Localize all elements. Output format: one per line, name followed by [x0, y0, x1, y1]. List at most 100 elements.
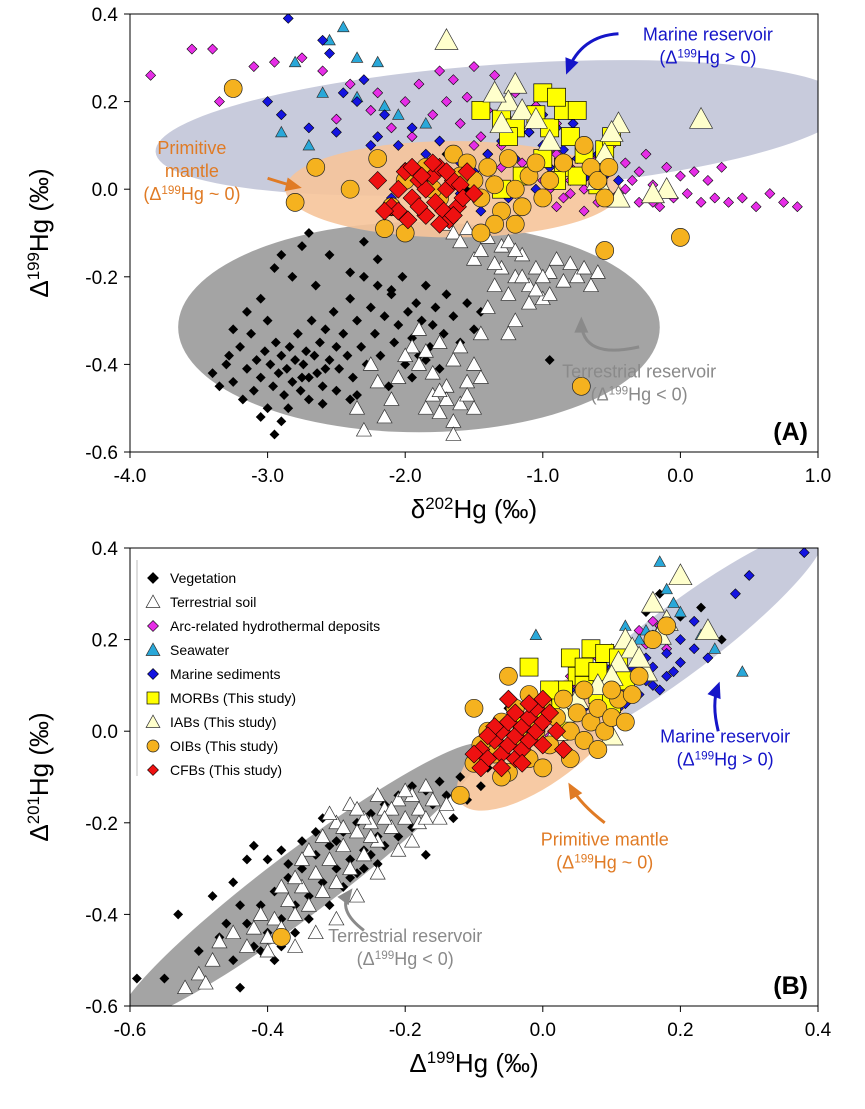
- data-point: [695, 618, 721, 640]
- data-point: [159, 973, 170, 984]
- data-point: [207, 43, 218, 55]
- data-point: [420, 849, 431, 860]
- data-point: [486, 255, 503, 270]
- data-point: [290, 355, 301, 365]
- data-point: [310, 280, 321, 291]
- data-point: [569, 268, 586, 284]
- data-point: [383, 800, 400, 816]
- x-tick-label: 0.0: [667, 466, 693, 487]
- data-point: [242, 918, 252, 929]
- data-point: [512, 753, 532, 773]
- annotation-text-sup: 199: [161, 184, 181, 197]
- data-point: [235, 900, 246, 911]
- data-point: [541, 286, 558, 301]
- data-point: [262, 315, 273, 326]
- data-point: [314, 883, 331, 898]
- data-point: [324, 249, 335, 260]
- data-point: [391, 108, 405, 120]
- data-point: [688, 166, 700, 178]
- data-point: [567, 101, 587, 120]
- data-point: [321, 805, 338, 820]
- data-point: [468, 61, 480, 72]
- data-point: [334, 363, 345, 374]
- data-point: [448, 311, 459, 322]
- data-point: [211, 933, 228, 949]
- data-point: [207, 891, 218, 902]
- panel-label: (B): [773, 972, 808, 1000]
- data-point: [599, 157, 619, 177]
- data-point: [279, 390, 290, 400]
- annotation-arrowhead: [574, 316, 589, 333]
- data-point: [523, 106, 549, 129]
- data-point: [471, 101, 491, 120]
- annotation-text-main: mantle: [165, 161, 219, 181]
- annotation-text-rest: Hg < 0): [628, 385, 688, 405]
- data-point: [431, 382, 448, 398]
- x-tick-label: -4.0: [114, 466, 147, 487]
- data-point: [145, 69, 157, 81]
- data-point: [383, 819, 400, 834]
- data-point: [564, 188, 576, 200]
- data-point: [242, 854, 252, 865]
- data-point: [500, 325, 517, 341]
- legend-marker-vegetation: [147, 572, 159, 584]
- data-point: [365, 302, 376, 313]
- data-point: [242, 363, 252, 374]
- data-point: [328, 874, 345, 889]
- data-point: [576, 259, 593, 275]
- annotation-text-sup: 199: [375, 948, 395, 961]
- data-point: [654, 176, 679, 199]
- data-point: [389, 337, 400, 348]
- data-point: [667, 596, 680, 608]
- data-point: [269, 955, 280, 966]
- data-point: [193, 946, 204, 956]
- data-point: [398, 210, 418, 230]
- series-terrestrial-soil: [176, 777, 455, 995]
- x-tick-label: -0.6: [114, 1020, 147, 1041]
- data-point: [472, 325, 489, 341]
- x-tick-label: -2.0: [389, 466, 422, 487]
- data-point: [393, 831, 404, 842]
- data-point: [654, 201, 666, 213]
- data-point: [297, 863, 307, 874]
- y-tick-label: -0.2: [85, 268, 118, 289]
- data-point: [661, 161, 673, 173]
- data-point: [735, 665, 749, 677]
- data-point: [430, 302, 441, 313]
- data-point: [445, 426, 462, 441]
- data-point: [276, 350, 287, 361]
- data-point: [204, 952, 221, 967]
- chart-panel-b: -0.6 -0.4 -0.2 0.0 0.2 0.4 -0.6 -0.4 -0.2 0.0 0.2 0…: [24, 539, 832, 1078]
- data-point: [431, 810, 448, 825]
- data-point: [303, 394, 314, 405]
- data-point: [409, 197, 429, 217]
- y-tick-label: -0.4: [85, 905, 118, 926]
- data-point: [505, 214, 525, 234]
- annotation-text-rest: Hg > 0): [714, 750, 774, 770]
- data-point: [228, 877, 239, 888]
- data-point: [671, 228, 690, 247]
- data-point: [320, 324, 331, 335]
- data-point: [406, 131, 418, 143]
- data-point: [420, 280, 431, 291]
- data-point: [386, 285, 397, 295]
- annotation-text-main: Marine reservoir: [660, 727, 790, 747]
- data-point: [309, 350, 320, 361]
- data-point: [602, 680, 621, 700]
- legend-marker-seawater: [145, 642, 161, 656]
- annotation-text: (Δ199Hg < 0): [591, 384, 688, 405]
- data-point: [312, 368, 323, 379]
- y-tick-label: -0.2: [85, 814, 118, 835]
- data-point: [388, 179, 408, 199]
- data-point: [330, 113, 342, 125]
- data-point: [335, 837, 352, 853]
- data-point: [352, 390, 362, 400]
- data-point: [471, 223, 491, 243]
- data-point: [478, 726, 498, 746]
- data-point: [356, 341, 367, 352]
- data-point: [228, 324, 239, 335]
- data-point: [533, 188, 553, 208]
- data-point: [427, 320, 438, 330]
- data-point: [492, 758, 511, 778]
